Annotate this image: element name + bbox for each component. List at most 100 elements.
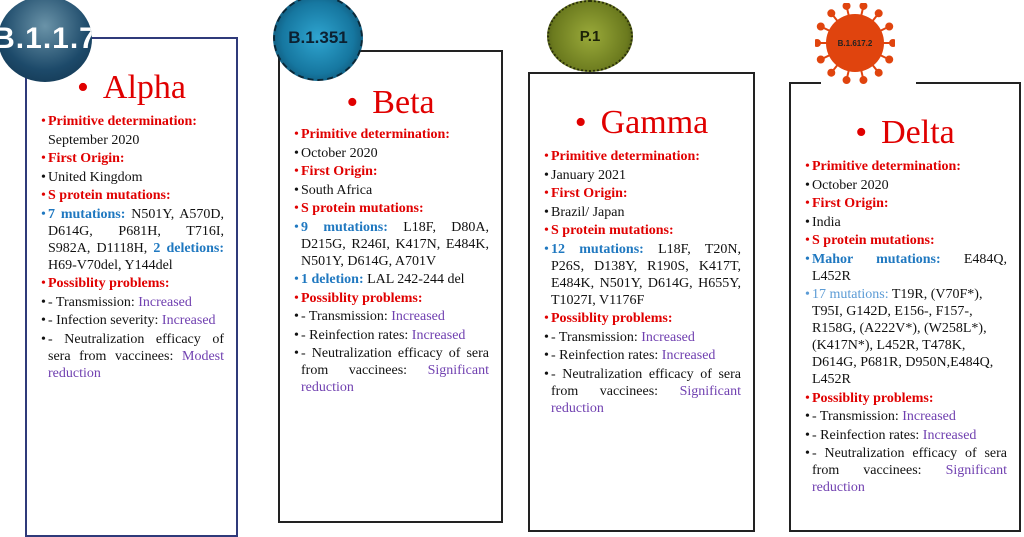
variant-title: • Alpha — [27, 69, 236, 107]
section-heading: First Origin: — [48, 151, 125, 166]
detail-item: • Primitive determination: — [41, 113, 224, 130]
detail-item: • 1 deletion: LAL 242-244 del — [294, 271, 489, 288]
detail-item: • Primitive determination: — [805, 158, 1007, 175]
section-heading: First Origin: — [812, 196, 889, 211]
detail-item: • - Transmission: Increased — [544, 329, 741, 346]
bullet-icon: • — [41, 169, 46, 185]
effect-value: Modest reduction — [48, 348, 224, 381]
bullet-icon: • — [294, 327, 299, 343]
detail-item: • January 2021 — [544, 167, 741, 184]
detail-item: • 12 mutations: L18F, T20N, P26S, D138Y, … — [544, 241, 741, 309]
bullet-icon: • — [294, 127, 299, 142]
effect-value: Significant reduction — [301, 363, 489, 395]
detail-item: • Possiblity problems: — [294, 290, 489, 307]
section-heading: Possiblity problems: — [551, 311, 673, 326]
detail-text: South Africa — [301, 182, 373, 198]
lineage-label: B.1.617.2 — [837, 38, 873, 48]
detail-text: India — [812, 214, 841, 230]
detail-text: - Transmission: — [551, 329, 642, 345]
border-gap — [821, 81, 916, 86]
detail-text: - Transmission: — [812, 409, 903, 424]
bullet-icon: • — [41, 331, 46, 347]
variant-details: • Primitive determination: September 2020 •… — [41, 113, 224, 383]
detail-text: October 2020 — [812, 177, 889, 193]
variant-card-gamma: • Gamma • Primitive determination: • January … — [528, 72, 755, 532]
bullet-icon: • — [544, 223, 549, 238]
section-heading: S protein mutations: — [551, 223, 674, 238]
detail-item: • India — [805, 214, 1007, 231]
detail-item: • - Transmission: Increased — [41, 294, 224, 311]
variant-name: Delta — [881, 114, 955, 151]
section-heading: Possiblity problems: — [301, 290, 423, 306]
detail-item: • S protein mutations: — [294, 200, 489, 217]
bullet-icon: • — [294, 272, 299, 287]
bullet-icon: • — [294, 201, 299, 216]
detail-item: • - Reinfection rates: Increased — [544, 347, 741, 364]
bullet-icon: • — [544, 167, 549, 183]
section-heading: S protein mutations: — [812, 233, 935, 248]
variant-title: • Beta — [280, 84, 501, 122]
detail-item: • - Neutralization efficacy of sera from … — [294, 345, 489, 396]
section-heading: Primitive determination: — [551, 149, 700, 164]
variant-card-delta: • Delta • Primitive determination: • October … — [789, 81, 1021, 532]
bullet-icon: • — [805, 427, 810, 443]
bullet-icon: • — [805, 159, 810, 174]
detail-item: • - Reinfection rates: Increased — [294, 327, 489, 344]
detail-item: • - Transmission: Increased — [805, 408, 1007, 425]
detail-text: LAL 242-244 del — [367, 272, 465, 287]
detail-item: • 17 mutations: T19R, (V70F*), T95I, G142… — [805, 286, 1007, 388]
effect-value: Increased — [902, 409, 956, 424]
bullet-icon: • — [544, 329, 549, 345]
detail-text: Brazil/ Japan — [551, 204, 625, 220]
section-heading: Primitive determination: — [301, 127, 450, 142]
detail-item: • - Transmission: Increased — [294, 308, 489, 325]
detail-text: - Neutralization efficacy of sera from v… — [551, 366, 741, 399]
detail-item: • S protein mutations: — [805, 232, 1007, 249]
beta-lineage-badge: B.1.351 — [273, 0, 363, 81]
detail-text: - Reinfection rates: — [812, 427, 923, 443]
detail-item: • - Reinfection rates: Increased — [805, 427, 1007, 444]
detail-text: - Infection severity: — [48, 313, 162, 328]
bullet-icon: • — [544, 149, 549, 164]
detail-item: • Primitive determination: — [294, 126, 489, 143]
bullet-icon: • — [41, 294, 46, 310]
bullet-icon: • — [294, 346, 299, 361]
mutation-label: 9 mutations: — [301, 219, 404, 235]
mutation-label: 1 deletion: — [301, 272, 368, 287]
detail-item: • - Infection severity: Increased — [41, 312, 224, 329]
bullet-icon: • — [41, 206, 46, 222]
mutation-label: 7 mutations: — [48, 206, 132, 222]
detail-text: T19R, (V70F*), T95I, G142D, E156-, F157-… — [812, 287, 994, 387]
section-heading: Possiblity problems: — [812, 390, 934, 406]
detail-item: • October 2020 — [294, 145, 489, 162]
detail-item: • United Kingdom — [41, 169, 224, 186]
mutation-label: 12 mutations: — [551, 241, 659, 257]
mutation-label: Mahor mutations: — [812, 251, 964, 267]
detail-text: - Neutralization efficacy of sera from v… — [301, 346, 489, 378]
detail-text: United Kingdom — [48, 169, 143, 185]
lineage-label: B.1.1.7 — [0, 22, 92, 55]
section-heading: Possiblity problems: — [48, 276, 170, 291]
detail-item: • First Origin: — [41, 150, 224, 167]
bullet-icon: • — [294, 290, 299, 306]
bullet-icon: • — [41, 313, 46, 328]
bullet-icon: • — [805, 177, 810, 193]
variant-name: Beta — [372, 84, 435, 121]
section-heading: Primitive determination: — [812, 159, 961, 174]
bullet-icon: • — [294, 219, 299, 235]
delta-lineage-badge: B.1.617.2 — [826, 14, 884, 72]
variant-details: • Primitive determination: • October 2020 • F… — [805, 158, 1007, 498]
variant-card-alpha: • Alpha • Primitive determination: September… — [25, 37, 238, 537]
detail-item: • S protein mutations: — [544, 222, 741, 239]
bullet-icon: • — [855, 114, 868, 151]
variant-title: • Gamma — [530, 104, 753, 142]
effect-value: Increased — [661, 348, 716, 363]
detail-item: • Possiblity problems: — [805, 390, 1007, 407]
bullet-icon: • — [294, 182, 299, 198]
effect-value: Increased — [922, 427, 977, 443]
effect-value: Increased — [641, 329, 695, 345]
lineage-label: B.1.351 — [288, 28, 348, 47]
section-heading: Primitive determination: — [48, 114, 197, 129]
bullet-icon: • — [544, 204, 549, 220]
section-heading: First Origin: — [301, 164, 378, 179]
